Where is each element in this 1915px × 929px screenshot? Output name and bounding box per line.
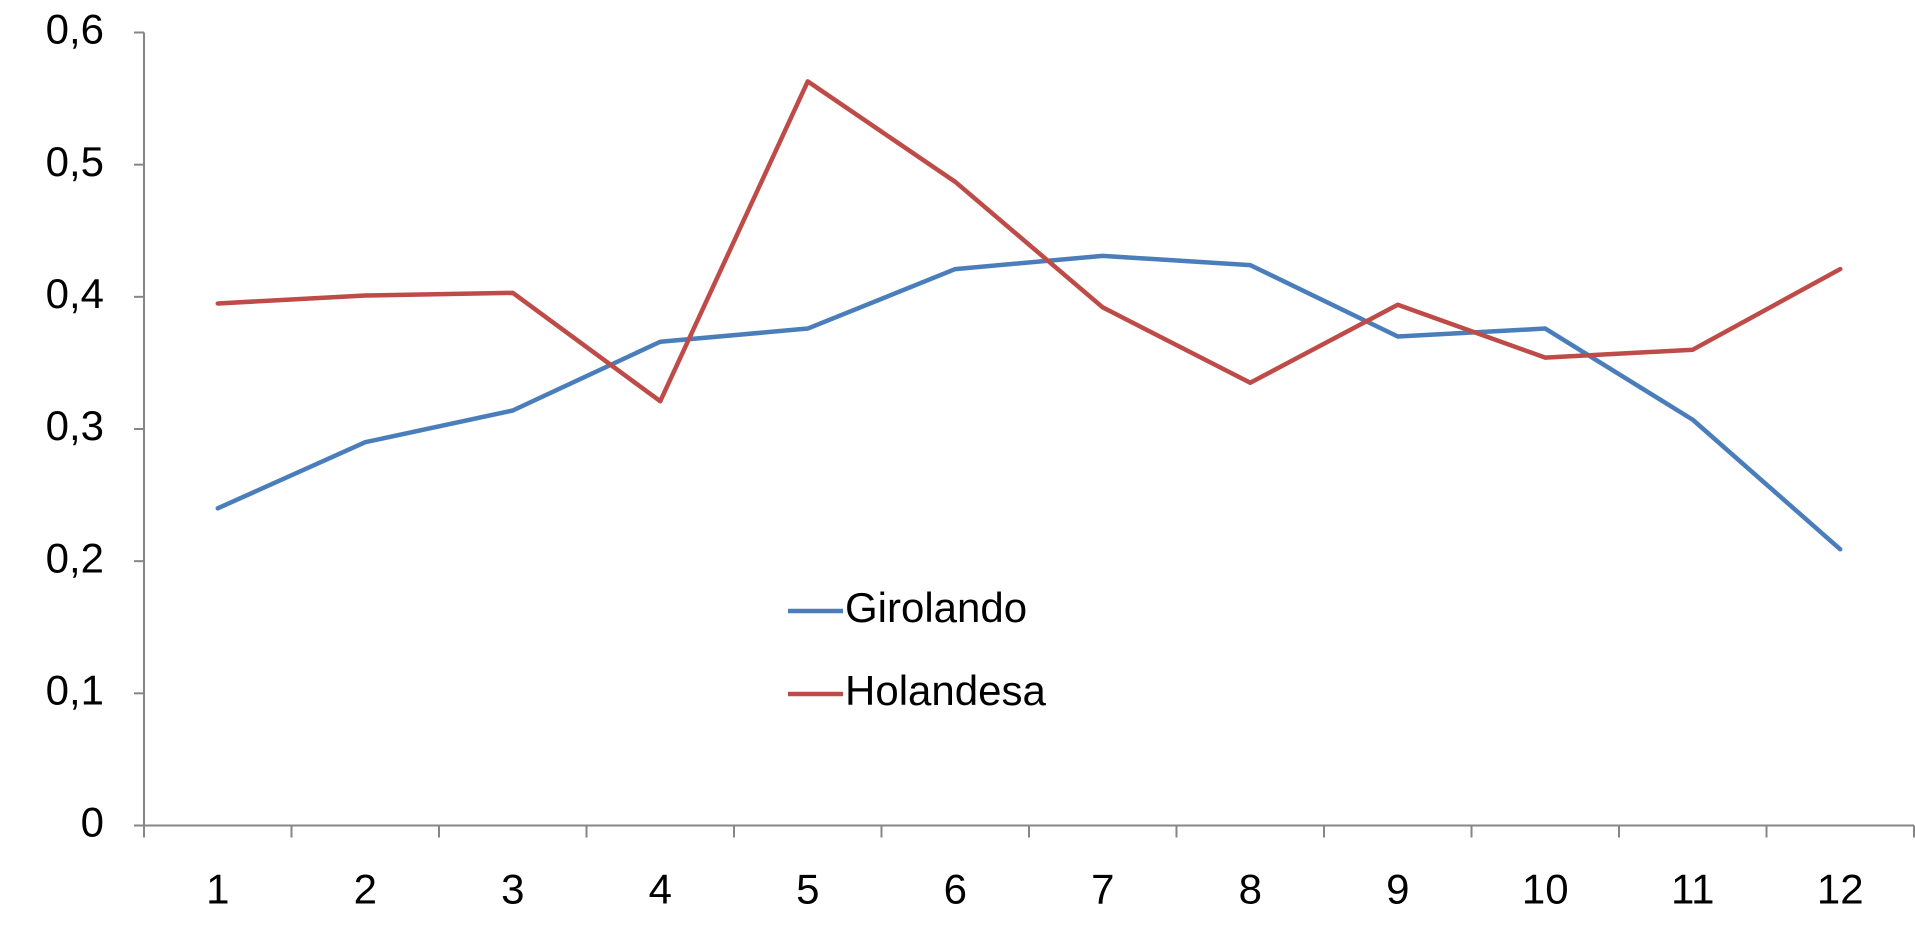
y-tick-label: 0,4 xyxy=(46,270,104,317)
y-tick-label: 0,1 xyxy=(46,666,104,713)
x-tick-label: 12 xyxy=(1817,866,1864,913)
x-tick-label: 4 xyxy=(649,866,672,913)
x-tick-label: 11 xyxy=(1671,866,1715,913)
legend-label: Holandesa xyxy=(845,667,1046,714)
x-tick-label: 1 xyxy=(206,866,229,913)
x-tick-label: 7 xyxy=(1091,866,1114,913)
line-series xyxy=(215,79,1843,404)
x-tick-label: 10 xyxy=(1522,866,1569,913)
x-tick-label: 8 xyxy=(1239,866,1262,913)
y-tick-label: 0,3 xyxy=(46,402,104,449)
y-tick-label: 0,2 xyxy=(46,534,104,581)
x-tick-label: 3 xyxy=(501,866,524,913)
x-tick-label: 5 xyxy=(796,866,819,913)
x-tick-label: 9 xyxy=(1386,866,1409,913)
x-tick-label: 2 xyxy=(354,866,377,913)
x-tick-label: 6 xyxy=(944,866,967,913)
line-series xyxy=(215,253,1843,552)
y-tick-label: 0 xyxy=(81,799,104,846)
y-tick-label: 0,5 xyxy=(46,138,104,185)
legend-label: Girolando xyxy=(845,584,1027,631)
y-tick-label: 0,6 xyxy=(46,6,104,53)
